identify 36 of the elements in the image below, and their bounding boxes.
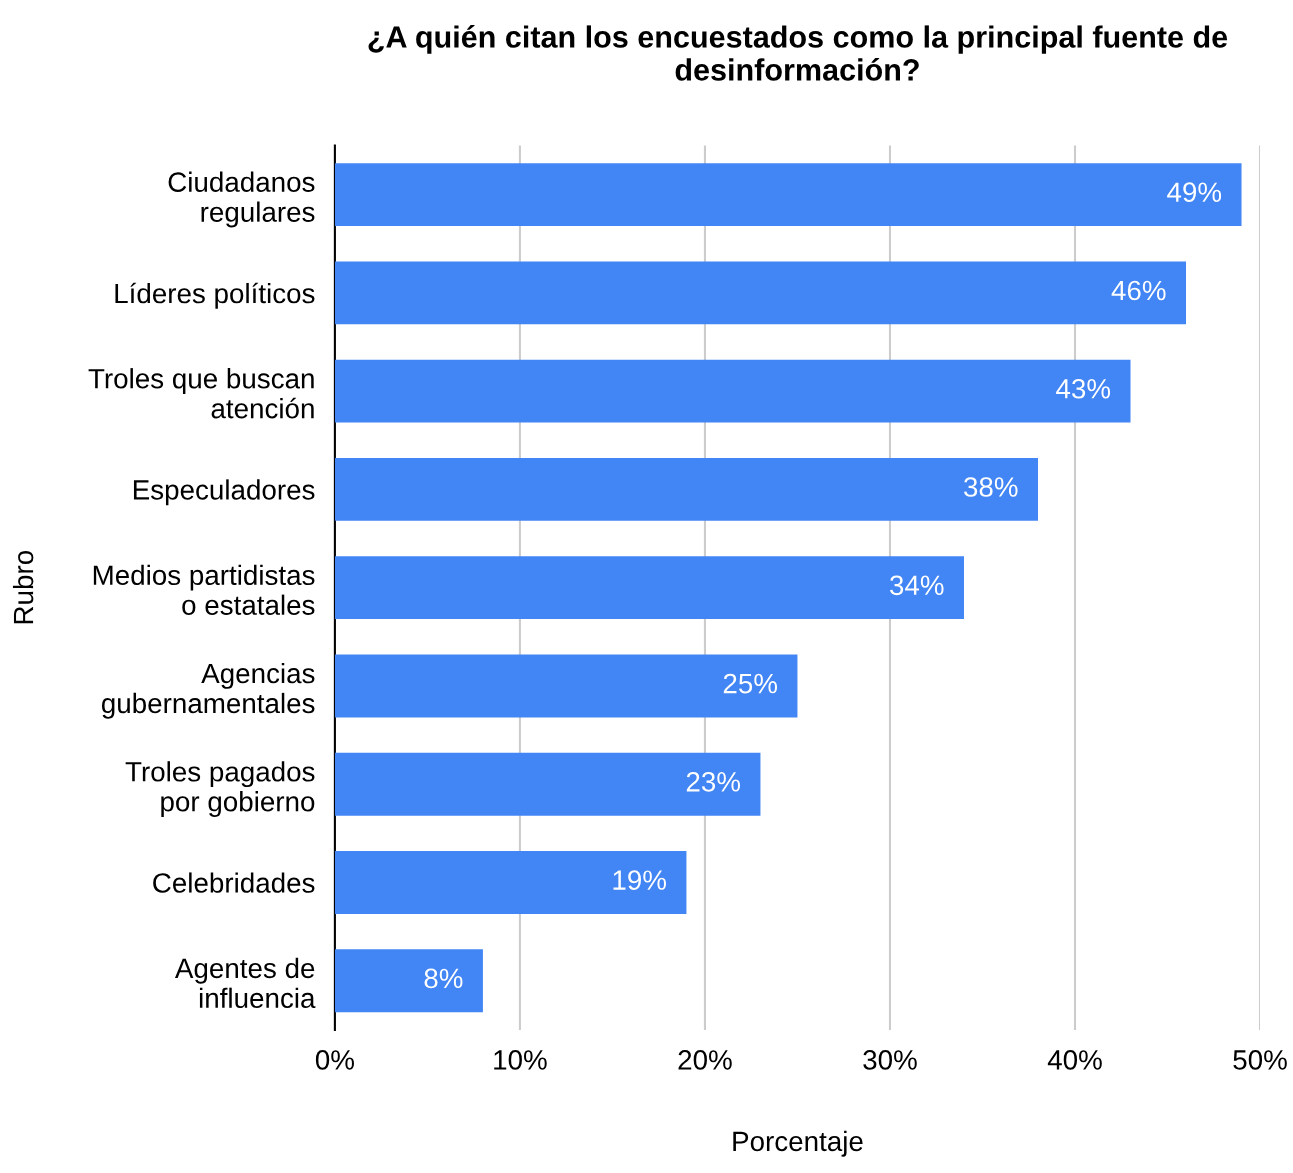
y-tick-label: Medios partidistas o estatales	[93, 564, 315, 615]
y-tick-label: Troles que buscan atención	[88, 368, 314, 419]
bar	[334, 261, 1187, 325]
x-axis-title: Porcentaje	[733, 1130, 863, 1157]
x-tick-label: 0%	[315, 1050, 354, 1070]
x-tick-label: 40%	[1047, 1050, 1102, 1070]
data-label: 19%	[613, 870, 667, 890]
data-label: 43%	[1056, 378, 1111, 399]
y-tick-label: Líderes políticos	[115, 282, 315, 309]
bar	[334, 556, 964, 620]
bar	[334, 359, 1131, 423]
bar	[334, 851, 687, 914]
chart-title: ¿A quién citan los encuestados como la principal fuente de desinformación?	[368, 25, 1228, 81]
data-label: 25%	[723, 673, 778, 694]
y-tick-label: Ciudadanos regulares	[168, 171, 315, 228]
y-axis-title: Rubro	[12, 551, 34, 624]
y-tick-label: Troles pagados por gobierno	[125, 761, 315, 818]
bar	[334, 163, 1242, 227]
data-label: 49%	[1167, 182, 1222, 203]
data-label: 38%	[964, 477, 1018, 497]
x-tick-label: 50%	[1233, 1050, 1287, 1070]
bar	[334, 654, 798, 718]
y-tick-label: Agentes de influencia	[174, 957, 316, 1009]
data-label: 34%	[890, 575, 944, 596]
x-tick-label: 20%	[678, 1050, 732, 1070]
x-tick-label: 30%	[863, 1050, 917, 1070]
data-label: 46%	[1111, 280, 1166, 301]
y-tick-label: Especuladores	[133, 479, 315, 506]
bar	[334, 752, 761, 816]
y-tick-label: Agencias gubernamentales	[101, 662, 315, 719]
y-tick-label: Celebridades	[153, 872, 315, 893]
data-label: 8%	[424, 968, 463, 989]
bar	[334, 457, 1038, 521]
x-tick-label: 10%	[494, 1050, 547, 1070]
data-label: 23%	[686, 772, 741, 792]
bar	[334, 949, 483, 1013]
